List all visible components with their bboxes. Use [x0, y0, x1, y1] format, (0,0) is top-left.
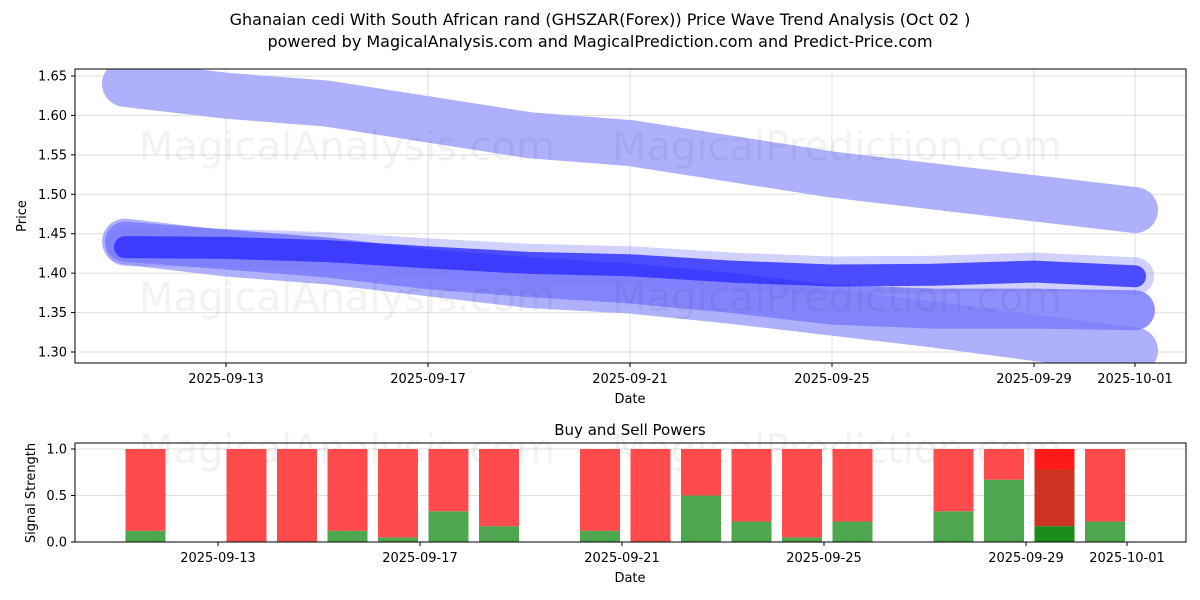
buy-bar — [681, 495, 721, 542]
sell-bar — [731, 449, 772, 522]
buy-bar — [479, 526, 519, 542]
buy-bar — [428, 511, 469, 542]
sell-bar — [1085, 449, 1125, 522]
sell-bar — [327, 449, 368, 531]
watermark: MagicalAnalysis.com — [139, 124, 555, 170]
buy-bar — [731, 521, 772, 542]
sell-bar — [1034, 469, 1075, 527]
sell-bar — [378, 449, 418, 538]
wave-series-0 — [102, 69, 1158, 234]
wave-series-3 — [114, 236, 1146, 288]
sell-bar — [277, 449, 317, 542]
bar-plot-frame — [74, 442, 1187, 543]
sell-bar — [782, 449, 822, 538]
x-tick-label: 2025-09-29 — [988, 551, 1064, 566]
bar-y-axis-label: Signal Strength — [24, 443, 39, 543]
buy-bar — [125, 530, 166, 542]
sell-bar — [125, 449, 166, 531]
x-axis-label: Date — [614, 392, 645, 407]
sell-bar — [933, 449, 974, 512]
y-tick-label: 0.5 — [46, 489, 67, 504]
x-tick-label: 2025-09-29 — [996, 372, 1072, 387]
sell-bar — [580, 449, 620, 531]
buy-bar — [378, 537, 418, 542]
sell-bar — [984, 449, 1024, 480]
price-wave-chart: MagicalAnalysis.com MagicalPrediction.co… — [15, 68, 1187, 407]
watermark: MagicalPrediction.com — [612, 427, 1062, 473]
buy-bar — [832, 521, 873, 542]
y-tick-label: 1.55 — [38, 148, 67, 163]
watermark: MagicalAnalysis.com — [139, 275, 555, 321]
x-tick-label: 2025-09-21 — [584, 551, 660, 566]
x-tick-label: 2025-09-17 — [382, 551, 458, 566]
y-tick-label: 1.50 — [38, 188, 67, 203]
x-tick-label: 2025-10-01 — [1097, 372, 1173, 387]
x-tick-label: 2025-09-25 — [786, 551, 862, 566]
y-axis-label: Price — [15, 200, 30, 232]
buy-bar — [327, 530, 368, 542]
bar-x-axis-label: Date — [614, 571, 645, 586]
buy-bar — [782, 537, 822, 542]
y-tick-label: 1.45 — [38, 227, 67, 242]
chart-title: Ghanaian cedi With South African rand (G… — [229, 10, 971, 29]
x-tick-label: 2025-09-13 — [180, 551, 256, 566]
buy-bar — [984, 479, 1024, 542]
buy-bar — [933, 511, 974, 542]
y-tick-label: 1.35 — [38, 306, 67, 321]
y-tick-label: 1.40 — [38, 267, 67, 282]
buy-bar — [580, 530, 620, 542]
y-tick-label: 1.0 — [46, 443, 67, 458]
x-tick-label: 2025-09-21 — [592, 372, 668, 387]
x-tick-label: 2025-09-25 — [794, 372, 870, 387]
sell-bar — [681, 449, 721, 496]
sell-bar — [428, 449, 469, 512]
buy-bar — [1085, 521, 1125, 542]
watermark: MagicalAnalysis.com — [139, 427, 555, 473]
y-tick-label: 1.30 — [38, 346, 67, 361]
y-tick-label: 1.60 — [38, 109, 67, 124]
sell-bar — [630, 449, 671, 542]
sell-bar — [479, 449, 519, 527]
y-tick-label: 0.0 — [46, 536, 67, 551]
x-tick-label: 2025-09-17 — [390, 372, 466, 387]
sell-bar — [226, 449, 267, 542]
y-tick-label: 1.65 — [38, 70, 67, 85]
watermark: MagicalPrediction.com — [612, 275, 1062, 321]
sell-bar-peak — [1034, 449, 1075, 470]
x-tick-label: 2025-10-01 — [1089, 551, 1165, 566]
sell-bar — [832, 449, 873, 522]
x-tick-label: 2025-09-13 — [188, 372, 264, 387]
bar-chart-title: Buy and Sell Powers — [554, 421, 706, 439]
chart-subtitle: powered by MagicalAnalysis.com and Magic… — [267, 32, 933, 51]
watermark: MagicalPrediction.com — [612, 124, 1062, 170]
buy-bar — [1034, 526, 1075, 542]
